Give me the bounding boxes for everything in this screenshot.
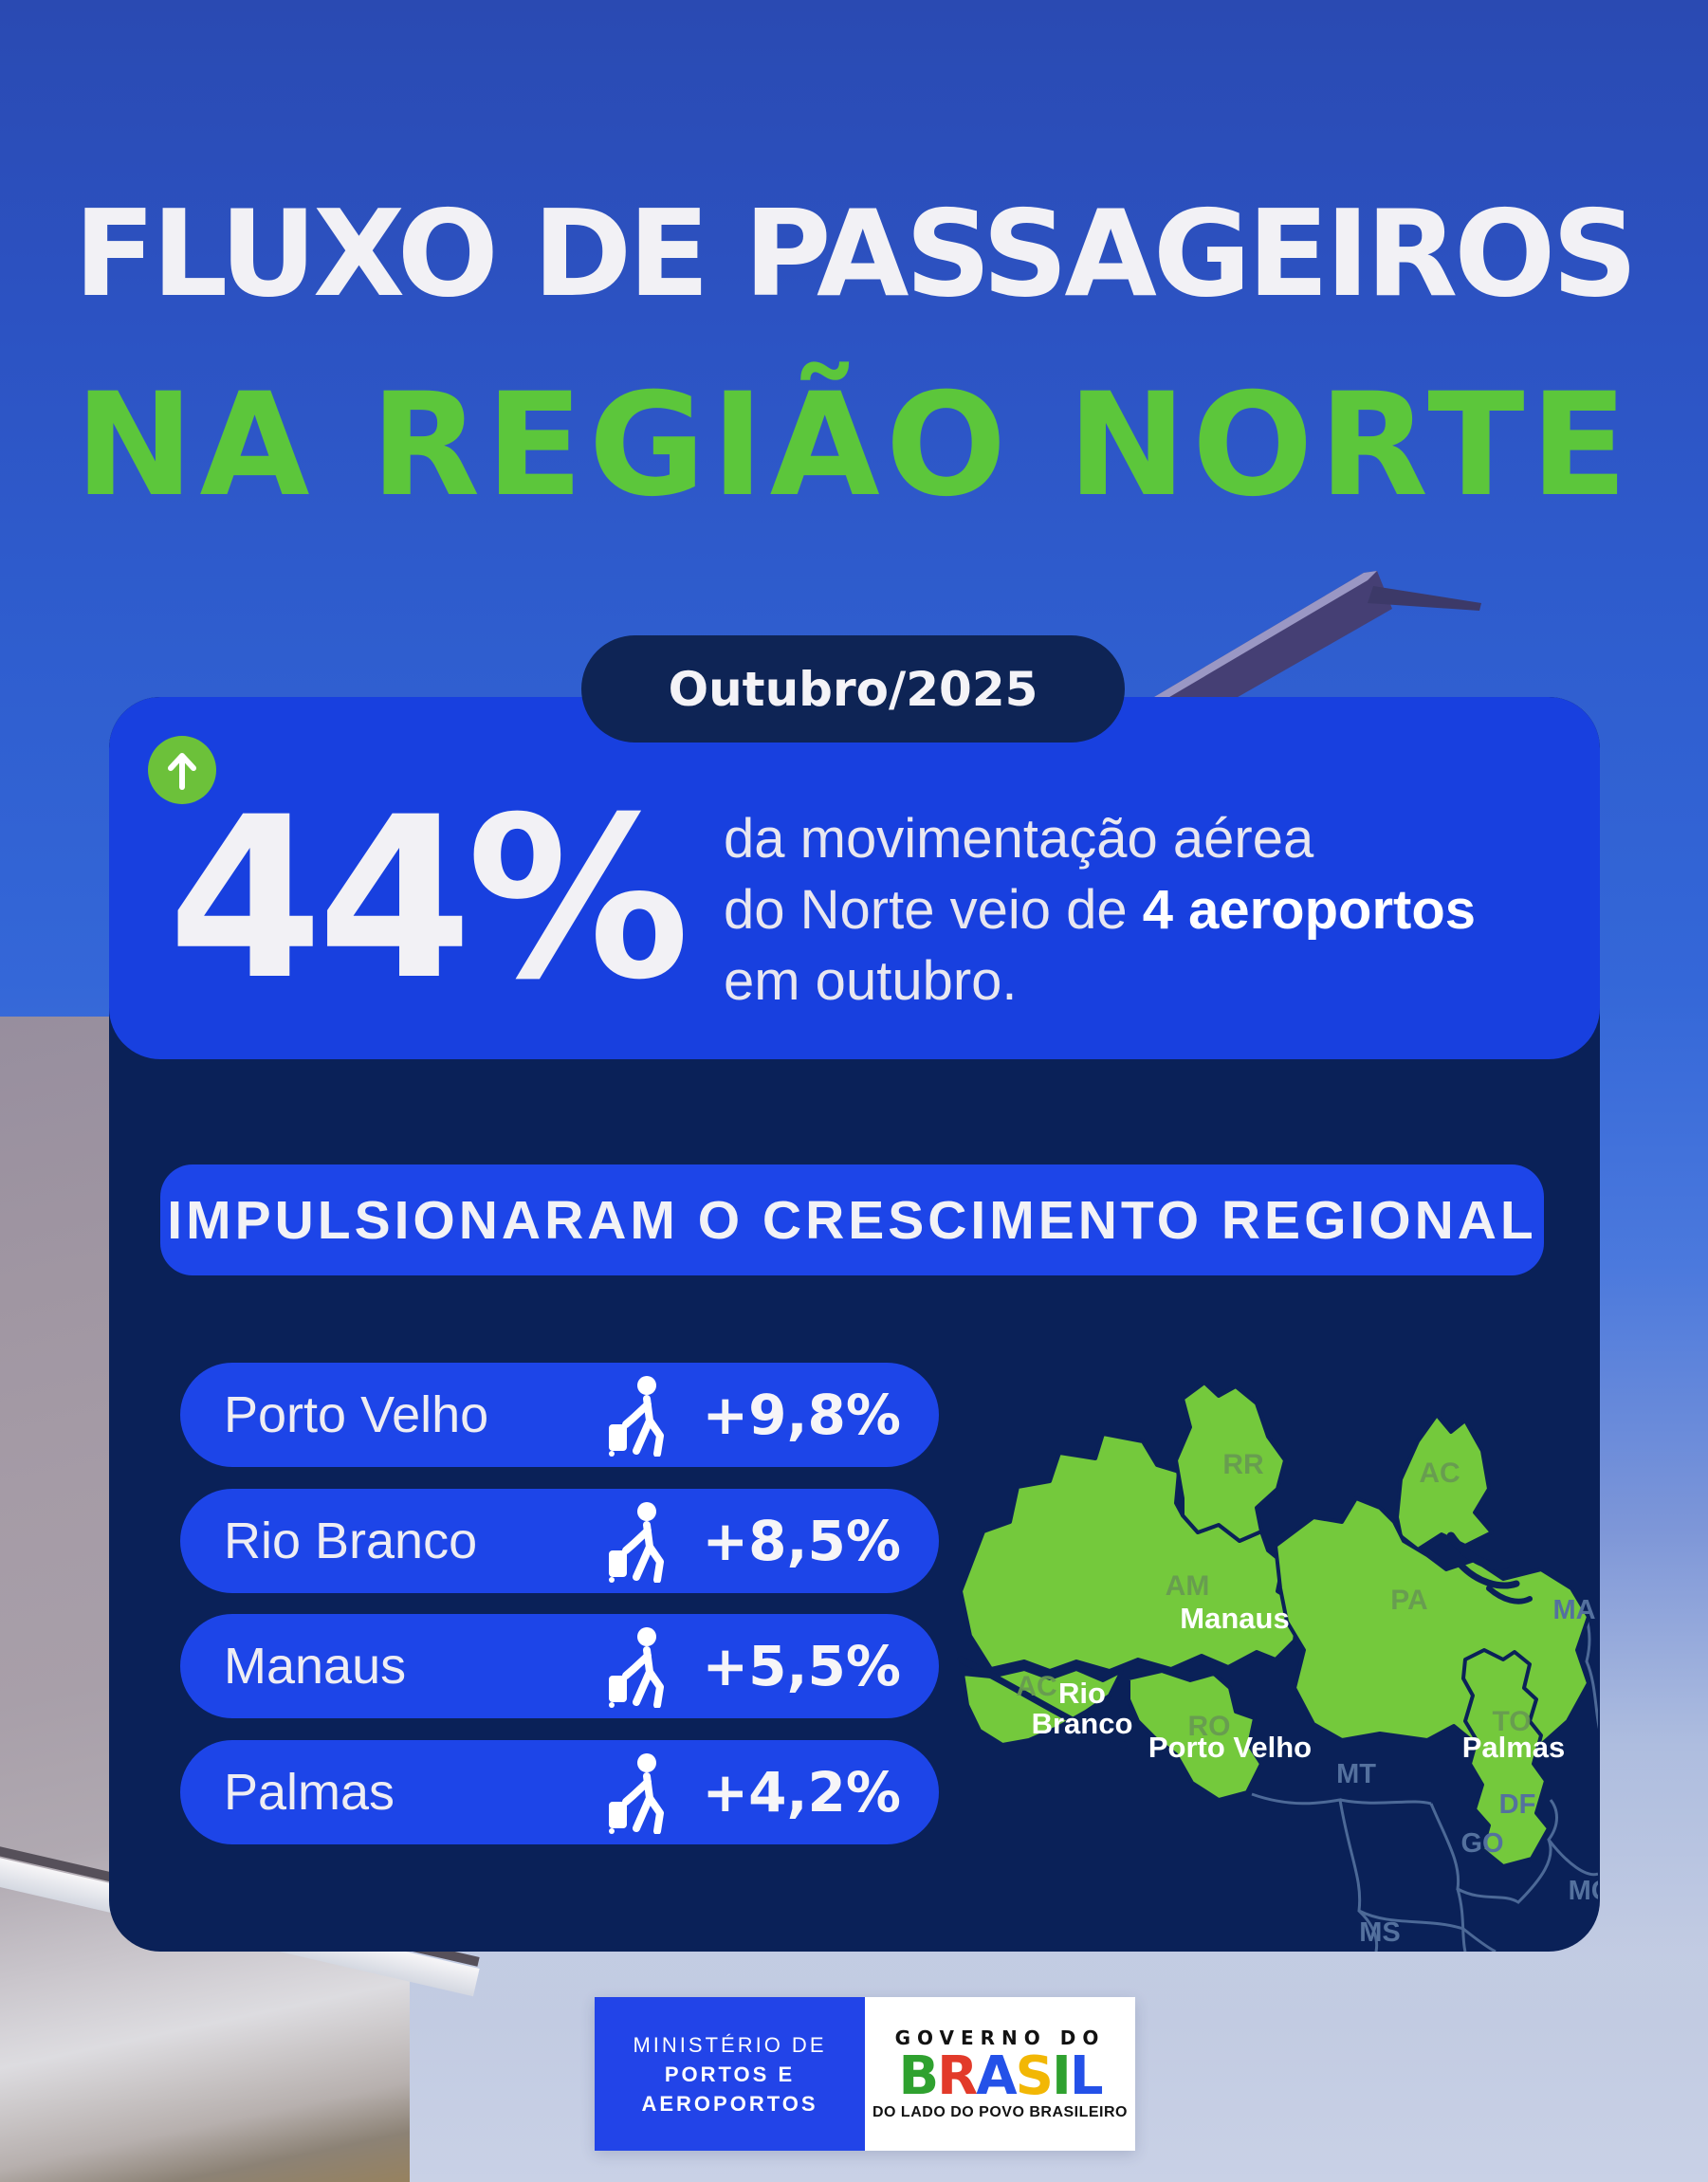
main-card: 44% da movimentação aérea do Norte veio … [109,697,1600,1952]
stat-description: da movimentação aérea do Norte veio de 4… [724,803,1476,1017]
airport-name: Rio Branco [224,1513,478,1569]
label-ro: RO [1188,1711,1231,1742]
airport-name: Manaus [224,1638,407,1695]
label-go: GO [1460,1828,1503,1859]
airport-row-rio-branco: Rio Branco +8,5% [180,1489,939,1593]
headline-text: IMPULSIONARAM O CRESCIMENTO REGIONAL [167,1189,1537,1251]
ministry-line-2: PORTOS E [664,2062,796,2086]
airport-growth-value: +5,5% [702,1634,901,1698]
state-rondonia [1127,1669,1263,1802]
label-pa: PA [1390,1585,1427,1616]
state-amapa [1395,1413,1494,1551]
stat-value: 44% [168,770,689,1029]
airport-growth-value: +9,8% [702,1383,901,1447]
airport-row-manaus: Manaus +5,5% [180,1614,939,1718]
footer-logos: MINISTÉRIO DE PORTOS E AEROPORTOS GOVERN… [595,1997,1135,2151]
headline-banner: IMPULSIONARAM O CRESCIMENTO REGIONAL [160,1164,1544,1275]
label-ms: MS [1359,1917,1401,1948]
airport-row-palmas: Palmas +4,2% [180,1740,939,1844]
label-city-palmas: Palmas [1462,1731,1566,1764]
brasil-logo: BRASIL [898,2049,1103,2104]
label-city-rio-branco-1: Rio [1058,1677,1106,1710]
label-to: TO [1492,1706,1531,1737]
traveler-with-luggage-icon [609,1627,664,1708]
label-city-manaus: Manaus [1180,1602,1289,1635]
airport-row-porto-velho: Porto Velho +9,8% [180,1363,939,1467]
label-mg: MG [1569,1876,1598,1906]
airplane-winglet [1133,571,1481,715]
airport-growth-value: +8,5% [702,1509,901,1573]
label-city-rio-branco-2: Branco [1032,1707,1133,1740]
neighbor-state-borders [1251,1580,1598,1952]
brasil-letter: L [1069,2045,1104,2107]
brasil-letter: R [937,2045,978,2107]
label-am: AM [1166,1570,1210,1602]
label-city-porto-velho: Porto Velho [1148,1731,1312,1764]
state-tocantins [1461,1648,1551,1868]
slogan-text: DO LADO DO POVO BRASILEIRO [872,2104,1128,2120]
airport-growth-value: +4,2% [702,1760,901,1824]
traveler-with-luggage-icon [609,1502,664,1583]
month-badge: Outubro/2025 [581,635,1125,743]
brasil-letter: S [1015,2045,1054,2107]
stat-line-2: do Norte veio de [724,879,1143,941]
ministry-line-1: MINISTÉRIO DE [633,2032,827,2057]
traveler-with-luggage-icon [609,1376,664,1457]
ministry-line-3: AEROPORTOS [641,2091,818,2116]
airport-name: Porto Velho [224,1386,489,1443]
label-ma: MA [1552,1595,1595,1625]
state-amazonas [959,1432,1301,1673]
label-rr: RR [1222,1449,1264,1480]
title-line-2: NA REGIÃO NORTE [74,363,1634,528]
stat-line-2-bold: 4 aeroportos [1142,879,1477,941]
stat-section: 44% da movimentação aérea do Norte veio … [109,697,1600,1059]
label-ap: AC [1419,1458,1460,1489]
traveler-with-luggage-icon [609,1753,664,1834]
title-line-1: FLUXO DE PASSAGEIROS [73,184,1638,323]
state-roraima [1174,1381,1287,1543]
stat-line-3: em outubro. [724,950,1018,1012]
growth-arrow-badge [148,736,216,804]
label-mt: MT [1336,1759,1376,1789]
month-badge-label: Outubro/2025 [668,661,1038,717]
brasil-letter: A [976,2045,1017,2107]
airport-name: Palmas [224,1764,395,1821]
ministry-logo: MINISTÉRIO DE PORTOS E AEROPORTOS [595,1997,865,2151]
label-df: DF [1499,1789,1536,1820]
stat-line-1: da movimentação aérea [724,808,1314,870]
government-logo: GOVERNO DO BRASIL DO LADO DO POVO BRASIL… [865,1997,1135,2151]
amazon-estuary-rivers [957,1531,1533,1749]
label-acre: AC [1016,1671,1056,1702]
brasil-letter: B [898,2045,939,2107]
governo-do-text: GOVERNO DO [894,2026,1106,2049]
arrow-up-icon [168,753,196,790]
north-region-map: RR AC AM PA AC RO TO MA MT DF GO MS MG M… [957,1381,1598,1952]
highlighted-states [959,1381,1590,1868]
brasil-letter: I [1051,2045,1072,2107]
